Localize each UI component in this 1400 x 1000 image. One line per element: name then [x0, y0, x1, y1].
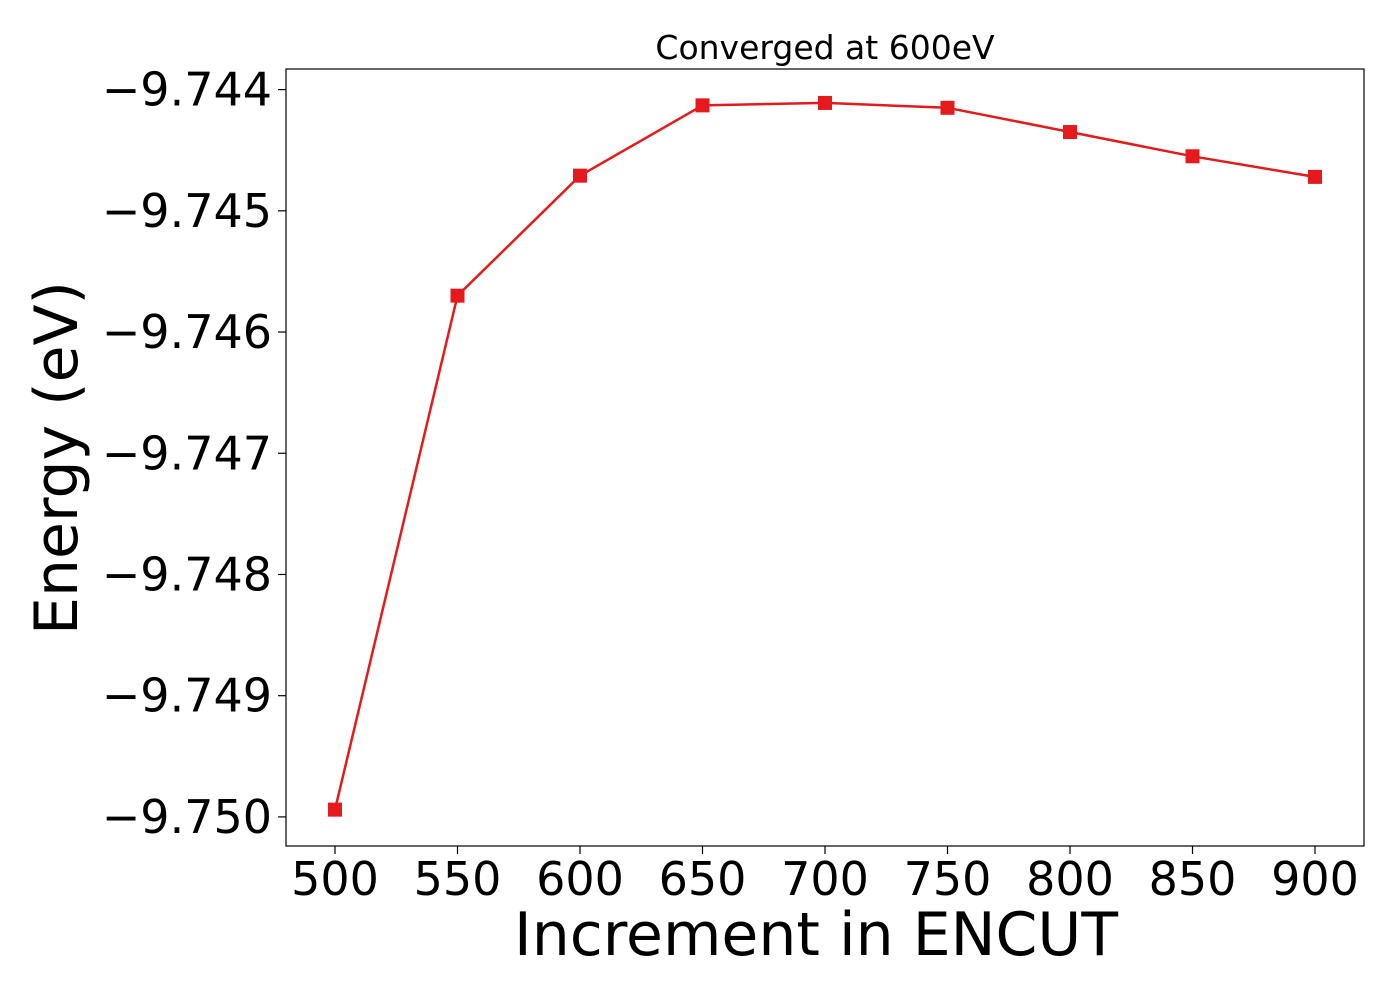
data-point-marker — [450, 288, 465, 303]
data-point-marker — [328, 802, 342, 817]
x-tick-label: 600 — [536, 852, 624, 906]
data-point-marker — [695, 98, 710, 113]
data-series — [328, 95, 1322, 817]
x-axis-label: Increment in ENCUT — [514, 900, 1118, 970]
x-tick-label: 900 — [1271, 852, 1359, 906]
data-point-marker — [573, 168, 587, 183]
y-axis: −9.744 −9.745 −9.746 −9.747 −9.748 −9.749 −9.7… — [102, 63, 286, 844]
x-tick-label: 650 — [659, 852, 747, 906]
y-tick-label: −9.750 — [102, 790, 272, 844]
data-point-marker — [1063, 125, 1077, 140]
y-tick-label: −9.744 — [102, 63, 272, 117]
y-axis-label: Energy (eV) — [22, 281, 92, 635]
data-point-marker — [1308, 169, 1322, 184]
y-tick-label: −9.745 — [102, 184, 272, 238]
x-tick-label: 850 — [1149, 852, 1237, 906]
data-point-marker — [1185, 149, 1200, 164]
x-tick-label: 500 — [291, 852, 379, 906]
plot-area — [285, 68, 1365, 847]
y-tick-label: −9.747 — [102, 426, 272, 480]
y-tick-label: −9.749 — [102, 669, 272, 723]
x-tick-label: 700 — [781, 852, 869, 906]
data-point-marker — [818, 95, 832, 110]
y-tick-label: −9.748 — [102, 547, 272, 601]
x-tick-label: 750 — [904, 852, 992, 906]
x-tick-label: 800 — [1026, 852, 1114, 906]
x-tick-label: 550 — [414, 852, 502, 906]
x-axis: 500 550 600 650 700 750 800 850 900 — [291, 846, 1359, 906]
y-tick-label: −9.746 — [102, 305, 272, 359]
data-point-marker — [940, 100, 955, 115]
chart-title: Converged at 600eV — [655, 28, 995, 67]
